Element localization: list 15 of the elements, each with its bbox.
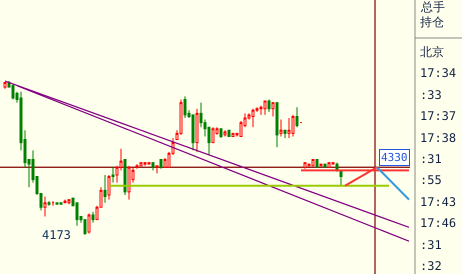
text: 17:34	[420, 66, 456, 80]
text: 持仓	[420, 15, 444, 29]
text: 17:46	[420, 216, 456, 230]
text: 17:38	[420, 131, 456, 145]
annotation: 4173	[42, 228, 71, 242]
text: :33	[420, 88, 442, 102]
text: 北京	[420, 45, 444, 59]
text: :32	[420, 259, 442, 273]
annotation: 4330	[381, 151, 408, 164]
text: :31	[420, 152, 442, 166]
text: 总手	[420, 0, 445, 14]
text: 17:37	[420, 109, 456, 123]
text: 17:43	[420, 195, 456, 209]
text: :31	[420, 238, 442, 252]
text: :55	[420, 173, 442, 187]
